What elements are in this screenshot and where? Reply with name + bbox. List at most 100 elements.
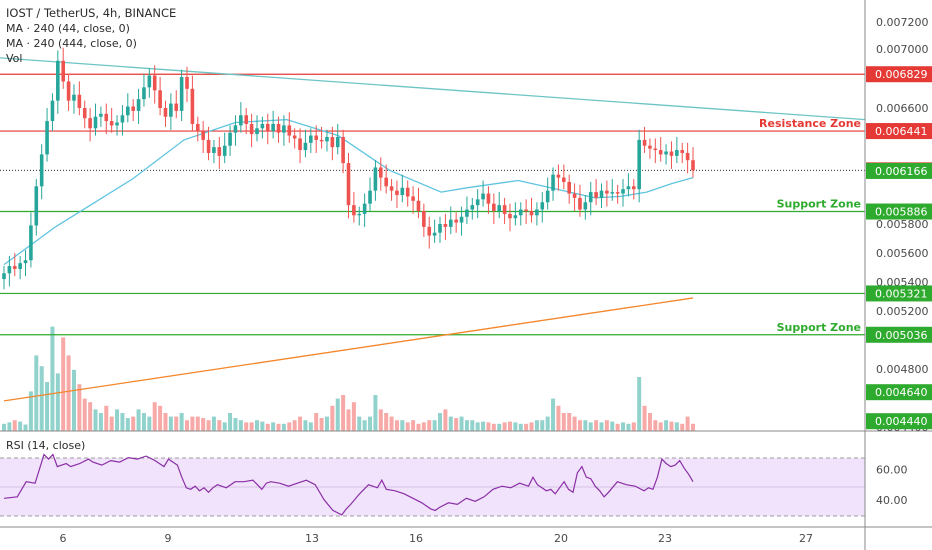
price-tick-label: 0.007200 — [876, 16, 929, 29]
candle-body — [664, 151, 668, 155]
volume-bar — [141, 413, 146, 431]
time-axis[interactable]: 6 9 13 16 20 23 27 — [60, 532, 814, 545]
candle-body — [443, 224, 448, 227]
candle-body — [653, 148, 658, 151]
candle-body — [18, 263, 22, 269]
candle-body — [158, 90, 162, 108]
volume-bar — [491, 423, 496, 431]
volume-bar — [438, 413, 443, 431]
volume-bar — [120, 413, 125, 431]
volume-bar — [88, 402, 93, 431]
volume-bar — [98, 413, 103, 431]
candle-body — [212, 147, 216, 153]
volume-bar — [341, 395, 346, 431]
volume-bar — [556, 405, 561, 431]
candle-body — [588, 192, 593, 203]
candlestick-series — [2, 47, 695, 290]
candle-body — [115, 122, 119, 126]
ma-long-legend[interactable]: MA · 240 (444, close, 0) — [6, 37, 137, 50]
price-tag-label: 0.005886 — [875, 206, 928, 219]
volume-bar — [669, 421, 674, 431]
candle-body — [551, 174, 555, 191]
candle-body — [325, 137, 329, 142]
time-tick-label: 20 — [554, 532, 568, 545]
candle-body — [93, 116, 98, 129]
volume-bar — [147, 416, 152, 431]
price-tag-label: 0.005036 — [875, 329, 928, 342]
volume-legend[interactable]: Vol — [6, 52, 23, 65]
candle-body — [691, 160, 695, 171]
volume-bar — [448, 416, 453, 431]
candle-body — [535, 209, 539, 216]
volume-bar — [389, 416, 394, 431]
volume-bar — [621, 422, 626, 431]
candle-body — [179, 77, 184, 111]
volume-bar — [211, 416, 216, 431]
price-tick-label: 0.005600 — [876, 247, 929, 260]
candle-body — [378, 167, 383, 178]
candle-body — [475, 199, 480, 206]
candle-body — [29, 225, 33, 261]
volume-bar — [298, 416, 303, 431]
rsi-tick-label: 40.00 — [876, 494, 908, 507]
volume-bar — [464, 420, 469, 431]
candle-body — [465, 209, 469, 217]
volume-bar — [400, 420, 405, 431]
chart-title: IOST / TetherUS, 4h, BINANCE — [6, 6, 177, 20]
horizontal-levels — [0, 73, 865, 336]
volume-bar — [658, 422, 663, 431]
price-tag-label: 0.006441 — [875, 125, 928, 138]
candle-body — [556, 174, 561, 178]
volume-bar — [588, 422, 593, 431]
candle-body — [131, 106, 135, 111]
ma-short-legend[interactable]: MA · 240 (44, close, 0) — [6, 22, 130, 35]
price-tag-box — [866, 384, 932, 401]
rsi-tick-label: 60.00 — [876, 464, 908, 477]
candle-body — [314, 135, 319, 140]
candle-body — [572, 193, 577, 198]
price-tag-box — [866, 66, 932, 83]
volume-bar — [577, 420, 582, 431]
candle-body — [492, 203, 496, 211]
candle-body — [631, 186, 636, 190]
volume-bar — [513, 422, 518, 431]
volume-bar — [346, 409, 351, 431]
volume-bar — [604, 420, 609, 431]
volume-bar — [545, 416, 550, 431]
candle-body — [658, 150, 663, 155]
candle-body — [109, 121, 114, 126]
price-tag-box — [866, 413, 932, 430]
volume-bar — [416, 423, 421, 431]
candle-body — [249, 123, 254, 135]
candle-body — [389, 186, 394, 191]
candle-body — [39, 154, 44, 187]
volume-bar — [190, 416, 195, 431]
volume-bar — [66, 355, 71, 431]
candle-body — [422, 210, 426, 227]
volume-bar — [637, 377, 642, 431]
volume-bar — [104, 405, 109, 431]
time-tick-label: 23 — [658, 532, 672, 545]
trendline — [0, 57, 866, 121]
volume-bar — [136, 409, 141, 431]
volume-bar — [357, 416, 362, 431]
candle-body — [233, 125, 238, 133]
price-tag-box — [866, 123, 932, 140]
candle-body — [136, 99, 141, 111]
zone-label: Support Zone — [777, 198, 861, 211]
volume-bar — [534, 420, 539, 431]
candle-body — [309, 135, 313, 143]
time-tick-label: 13 — [305, 532, 319, 545]
volume-bar — [486, 422, 491, 431]
rsi-legend[interactable]: RSI (14, close) — [6, 439, 86, 452]
volume-bar — [39, 366, 44, 431]
volume-bar — [432, 420, 437, 431]
time-tick-label: 6 — [60, 532, 67, 545]
candle-body — [486, 193, 491, 204]
volume-bar — [276, 423, 281, 431]
volume-bar — [674, 422, 679, 431]
volume-bar — [626, 423, 631, 431]
volume-bar — [82, 398, 87, 431]
candle-body — [416, 200, 421, 211]
